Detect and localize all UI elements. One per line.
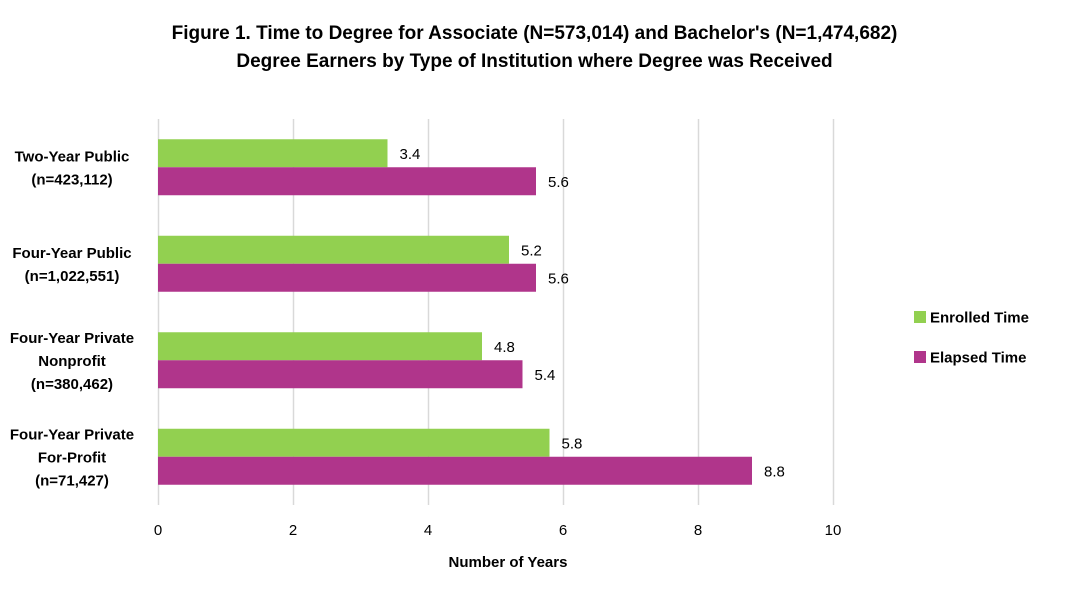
x-tick-label-5: 10 bbox=[825, 522, 842, 539]
legend: Enrolled Time Elapsed Time bbox=[914, 310, 1029, 367]
chart-title-line-2: Degree Earners by Type of Institution wh… bbox=[236, 51, 833, 72]
bar-enrolled-time-2 bbox=[158, 332, 482, 361]
bar-enrolled-time-3 bbox=[158, 428, 550, 457]
category-labels: Two-Year Public (n=423,112) Four-Year Publ… bbox=[10, 148, 134, 489]
data-label-enrolled-time-2: 4.8 bbox=[494, 339, 515, 356]
bar-elapsed-time-1 bbox=[158, 263, 536, 292]
legend-label-enrolled-time: Enrolled Time bbox=[930, 310, 1029, 327]
data-label-elapsed-time-0: 5.6 bbox=[548, 174, 569, 191]
bar-elapsed-time-3 bbox=[158, 456, 752, 485]
data-label-elapsed-time-3: 8.8 bbox=[764, 463, 785, 480]
category-label-0-line-1: (n=423,112) bbox=[31, 171, 112, 188]
category-label-1-line-0: Four-Year Public bbox=[12, 245, 131, 262]
chart-title: Figure 1. Time to Degree for Associate (… bbox=[0, 20, 1069, 76]
category-label-2-line-0: Four-Year Private bbox=[10, 330, 134, 347]
category-label-1: Four-Year Public (n=1,022,551) bbox=[12, 245, 131, 285]
category-label-3-line-0: Four-Year Private bbox=[10, 426, 134, 443]
data-label-enrolled-time-3: 5.8 bbox=[562, 435, 583, 452]
category-label-2-line-1: Nonprofit bbox=[38, 353, 105, 370]
x-tick-label-4: 8 bbox=[694, 522, 702, 539]
data-label-enrolled-time-1: 5.2 bbox=[521, 242, 542, 259]
x-tick-labels: 0 2 4 6 8 10 bbox=[154, 522, 842, 539]
bar-elapsed-time-0 bbox=[158, 167, 536, 196]
legend-swatch-enrolled-time bbox=[914, 311, 926, 323]
bars bbox=[158, 139, 752, 485]
category-label-3: Four-Year Private For-Profit (n=71,427) bbox=[10, 426, 134, 489]
category-label-2-line-2: (n=380,462) bbox=[31, 376, 113, 393]
x-tick-label-0: 0 bbox=[154, 522, 162, 539]
bar-elapsed-time-2 bbox=[158, 360, 523, 389]
x-tick-label-2: 4 bbox=[424, 522, 432, 539]
category-label-3-line-1: For-Profit bbox=[38, 449, 106, 466]
category-label-2: Four-Year Private Nonprofit (n=380,462) bbox=[10, 330, 134, 393]
data-labels: 3.4 5.6 5.2 5.6 4.8 5.4 5.8 8.8 bbox=[400, 146, 785, 481]
bar-enrolled-time-1 bbox=[158, 235, 509, 264]
category-label-0-line-0: Two-Year Public bbox=[15, 148, 130, 165]
x-tick-label-1: 2 bbox=[289, 522, 297, 539]
data-label-elapsed-time-2: 5.4 bbox=[535, 367, 556, 384]
bar-enrolled-time-0 bbox=[158, 139, 388, 168]
legend-swatch-elapsed-time bbox=[914, 351, 926, 363]
category-label-1-line-1: (n=1,022,551) bbox=[25, 268, 120, 285]
data-label-enrolled-time-0: 3.4 bbox=[400, 146, 421, 163]
legend-label-elapsed-time: Elapsed Time bbox=[930, 350, 1026, 367]
category-label-0: Two-Year Public (n=423,112) bbox=[15, 148, 130, 188]
data-label-elapsed-time-1: 5.6 bbox=[548, 270, 569, 287]
category-label-3-line-2: (n=71,427) bbox=[35, 472, 109, 489]
x-axis-title: Number of Years bbox=[449, 554, 568, 571]
chart-title-line-1: Figure 1. Time to Degree for Associate (… bbox=[171, 23, 898, 44]
x-tick-label-3: 6 bbox=[559, 522, 567, 539]
